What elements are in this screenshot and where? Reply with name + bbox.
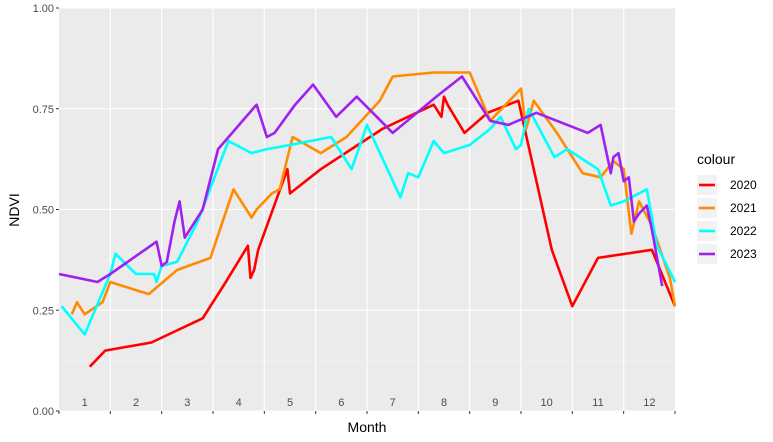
x-axis: 1 2 3 4 5 6 7 8 9 10 11 12 (58, 397, 676, 414)
legend-label-2021: 2021 (730, 201, 757, 215)
y-tick-label: 0.25 (33, 305, 54, 317)
legend: colour 2020 2021 2022 2023 (690, 151, 770, 274)
month-label: 1 (82, 397, 88, 409)
legend-label-2023: 2023 (730, 247, 757, 261)
month-label: 4 (236, 397, 242, 409)
series-layer (58, 71, 677, 368)
month-label: 3 (184, 397, 190, 409)
series-line-2020 (88, 95, 677, 368)
month-label: 2 (133, 397, 139, 409)
series-line-2021 (70, 71, 677, 316)
x-axis-title: Month (348, 419, 387, 435)
y-axis-title: NDVI (6, 193, 22, 226)
legend-label-2020: 2020 (730, 178, 757, 192)
month-label: 6 (338, 397, 344, 409)
y-tick-label: 0.75 (33, 104, 54, 116)
month-label: 10 (541, 397, 553, 409)
y-axis: 0.00 0.25 0.50 0.75 1.00 (33, 3, 59, 418)
y-tick-label: 1.00 (33, 3, 54, 15)
legend-label-2022: 2022 (730, 224, 757, 238)
series-line-2023 (58, 75, 664, 287)
month-label: 12 (643, 397, 655, 409)
y-tick-label: 0.00 (33, 406, 54, 418)
series-line-2022 (60, 107, 677, 336)
month-label: 9 (492, 397, 498, 409)
legend-title: colour (697, 151, 735, 167)
month-label: 11 (592, 397, 603, 409)
month-label: 7 (390, 397, 396, 409)
month-label: 5 (287, 397, 293, 409)
month-label: 8 (441, 397, 447, 409)
y-tick-label: 0.50 (33, 205, 54, 217)
